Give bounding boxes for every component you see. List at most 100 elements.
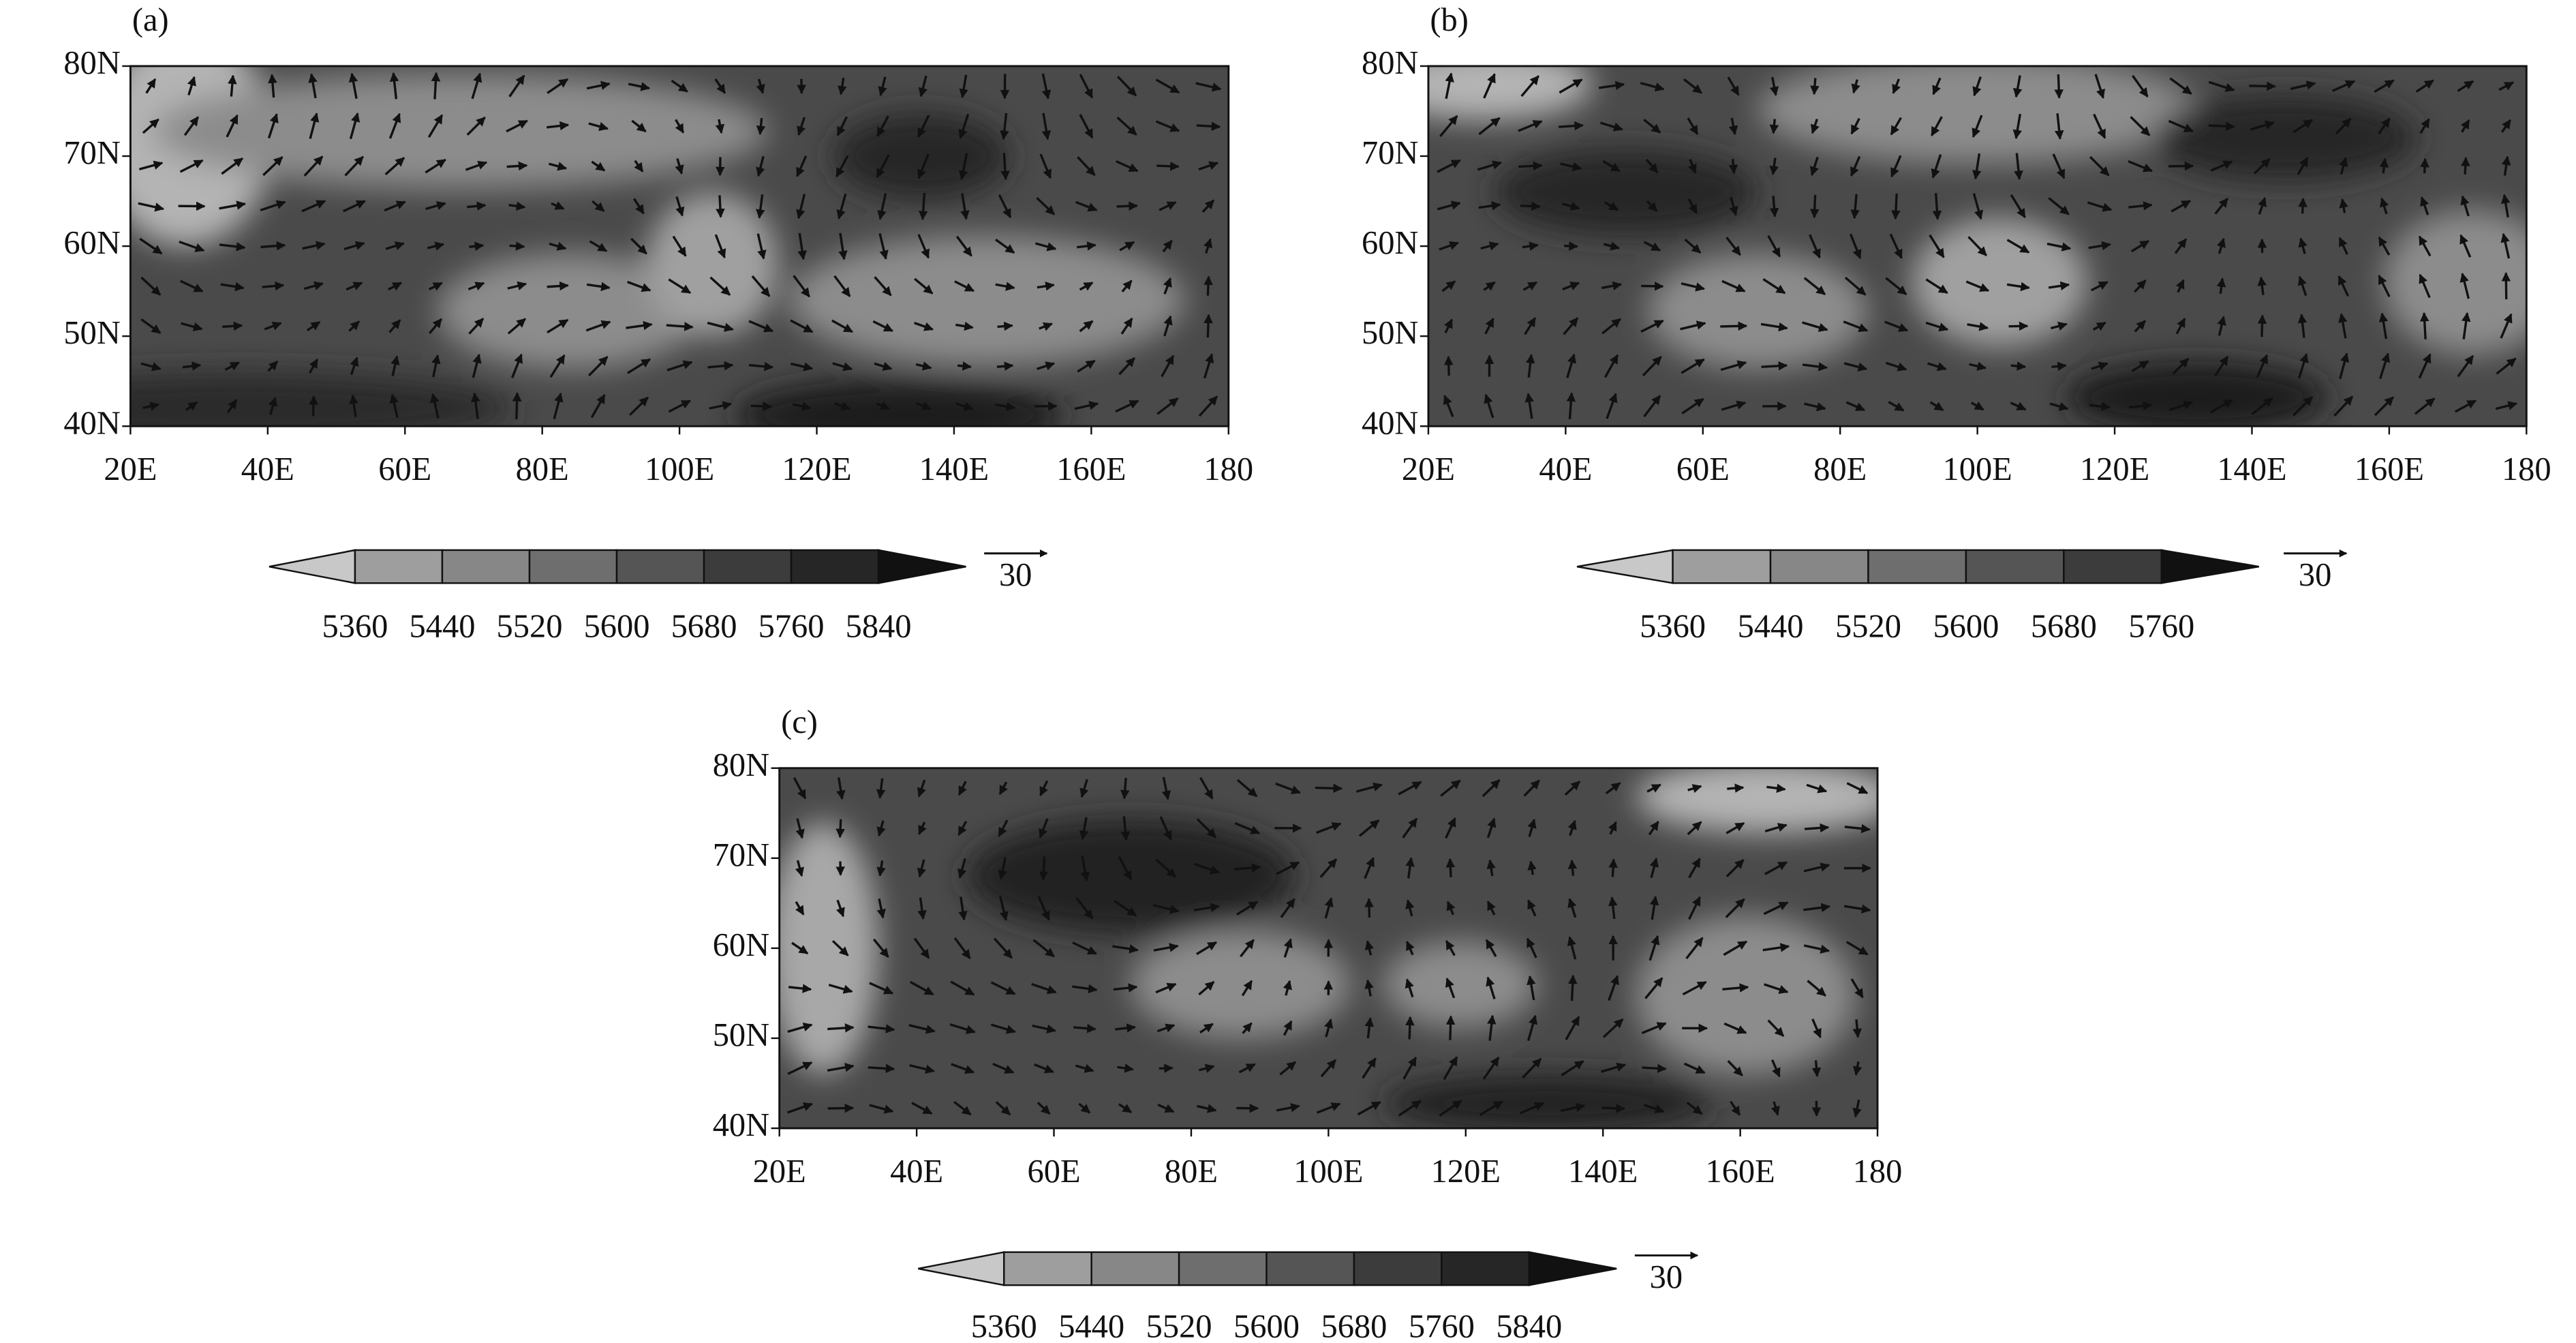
wind-arrow bbox=[1079, 779, 1089, 798]
wind-arrow bbox=[2216, 277, 2226, 295]
wind-arrow bbox=[869, 982, 894, 995]
wind-arrow bbox=[1726, 237, 1741, 256]
panel-label: (c) bbox=[781, 704, 818, 740]
wind-arrow bbox=[1688, 159, 1697, 174]
wind-arrow bbox=[1518, 120, 1543, 132]
wind-arrow bbox=[1600, 121, 1623, 132]
wind-arrow bbox=[917, 115, 930, 138]
colorbar-segment bbox=[354, 549, 444, 584]
wind-arrow bbox=[1041, 112, 1052, 140]
wind-arrow bbox=[1850, 978, 1864, 999]
contour-region bbox=[1383, 941, 1537, 1028]
wind-arrow bbox=[1446, 901, 1456, 916]
wind-arrow bbox=[1037, 282, 1055, 291]
wind-arrow bbox=[226, 399, 238, 414]
wind-arrow bbox=[1236, 901, 1259, 916]
colorbar-segment bbox=[1769, 549, 1869, 584]
wind-arrow bbox=[2496, 357, 2517, 375]
wind-arrow bbox=[221, 157, 243, 175]
wind-arrow bbox=[707, 361, 734, 371]
wind-arrow bbox=[2460, 119, 2470, 133]
wind-arrow bbox=[1681, 397, 1704, 414]
wind-arrow bbox=[267, 360, 279, 372]
wind-arrow bbox=[1891, 193, 1901, 220]
wind-arrow bbox=[1809, 194, 1820, 219]
wind-arrow bbox=[2380, 197, 2389, 215]
wind-arrow bbox=[549, 354, 566, 378]
wind-arrow bbox=[1645, 159, 1659, 174]
wind-arrow bbox=[1567, 898, 1577, 918]
wind-arrow bbox=[2256, 354, 2269, 378]
wind-arrow bbox=[1283, 938, 1293, 958]
wind-arrow bbox=[995, 1101, 1011, 1116]
wind-arrow bbox=[183, 116, 200, 136]
wind-arrow bbox=[1767, 235, 1781, 258]
wind-vectors bbox=[138, 72, 1222, 420]
wind-arrow bbox=[838, 77, 847, 95]
wind-arrow bbox=[1032, 1024, 1056, 1033]
wind-arrow bbox=[1486, 976, 1496, 999]
wind-arrow bbox=[990, 1023, 1016, 1034]
colorbar-label: 5520 bbox=[497, 608, 563, 644]
wind-arrow bbox=[1728, 159, 1738, 175]
wind-arrow bbox=[1850, 117, 1860, 135]
wind-arrow bbox=[1810, 119, 1820, 134]
wind-arrow bbox=[1890, 155, 1902, 178]
wind-arrow bbox=[1121, 280, 1133, 292]
wind-arrow bbox=[1811, 1018, 1822, 1038]
wind-arrow bbox=[308, 358, 319, 374]
wind-arrow bbox=[179, 159, 204, 173]
wind-arrow bbox=[795, 818, 805, 839]
wind-arrow bbox=[716, 195, 725, 218]
wind-arrow bbox=[1844, 904, 1871, 914]
wind-arrow bbox=[427, 241, 445, 251]
wind-arrow bbox=[429, 318, 442, 334]
wind-arrow bbox=[1398, 1100, 1422, 1117]
wind-arrow bbox=[1276, 861, 1300, 875]
wind-arrow bbox=[1072, 941, 1097, 955]
wind-arrow bbox=[1037, 896, 1050, 921]
wind-arrow bbox=[220, 282, 245, 292]
colorbar-label: 5600 bbox=[1233, 1309, 1300, 1343]
wind-arrow bbox=[831, 939, 849, 956]
wind-arrow bbox=[1809, 156, 1819, 177]
wind-arrow bbox=[2378, 312, 2389, 339]
wind-arrow bbox=[2216, 237, 2226, 254]
wind-arrow bbox=[2501, 194, 2511, 218]
wind-arrow bbox=[1602, 160, 1621, 172]
contour-region bbox=[1758, 65, 2197, 164]
colorbar-label: 5360 bbox=[1640, 608, 1706, 644]
wind-arrow bbox=[756, 233, 767, 260]
wind-arrow bbox=[911, 1102, 933, 1115]
wind-arrow bbox=[2217, 316, 2226, 336]
wind-arrow bbox=[2052, 153, 2066, 179]
wind-arrow bbox=[142, 118, 159, 134]
wind-arrow bbox=[1152, 904, 1180, 914]
wind-arrow bbox=[1723, 940, 1748, 956]
wind-arrow bbox=[389, 393, 399, 419]
wind-arrow bbox=[1523, 779, 1541, 797]
wind-arrow bbox=[2050, 321, 2068, 331]
wind-arrow bbox=[1116, 116, 1137, 136]
wind-arrow bbox=[1197, 1104, 1217, 1113]
wind-arrow bbox=[224, 361, 240, 371]
wind-arrow bbox=[507, 281, 527, 290]
wind-arrow bbox=[509, 241, 525, 251]
wind-arrow bbox=[1525, 354, 1535, 378]
wind-arrow bbox=[2128, 160, 2153, 172]
wind-arrow bbox=[1644, 977, 1663, 999]
wind-arrow bbox=[1193, 903, 1221, 912]
wind-arrow bbox=[1803, 277, 1826, 296]
wind-arrow bbox=[1405, 1016, 1415, 1040]
wind-arrow bbox=[1116, 76, 1137, 97]
panel: (a) 80N 70N 60N 50N 40N 20E 40E 60E 80E 100E 120E 14… bbox=[63, 2, 1253, 644]
wind-arrow bbox=[2172, 357, 2190, 375]
wind-arrow bbox=[1726, 821, 1745, 834]
x-tick-label: 80E bbox=[516, 451, 569, 487]
wind-arrow bbox=[431, 354, 441, 378]
x-tick-label: 140E bbox=[1568, 1153, 1638, 1190]
wind-arrow bbox=[507, 318, 527, 335]
wind-arrow bbox=[1843, 362, 1868, 372]
contour-region bbox=[152, 73, 768, 189]
wind-arrow bbox=[2012, 75, 2023, 98]
